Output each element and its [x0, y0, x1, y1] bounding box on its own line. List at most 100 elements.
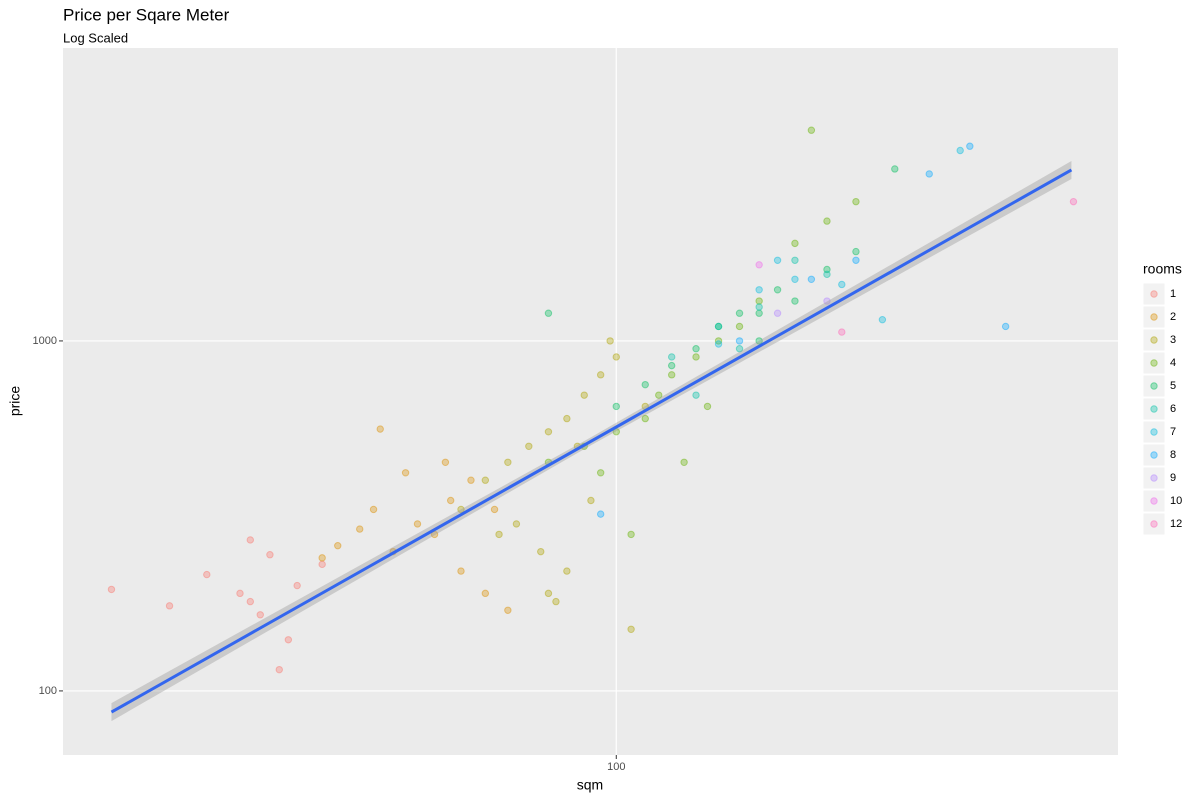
point: [596, 469, 605, 477]
point: [641, 414, 649, 423]
point: [878, 315, 887, 324]
point: [680, 458, 688, 466]
point: [580, 391, 588, 399]
point: [203, 570, 211, 579]
y-tick-label: 1000: [33, 335, 57, 347]
chart-subtitle: Log Scaled: [63, 30, 128, 45]
point: [356, 525, 364, 533]
point: [467, 476, 475, 484]
point: [284, 636, 293, 644]
point: [457, 505, 465, 514]
legend-swatch: [1150, 474, 1158, 482]
point: [667, 371, 676, 379]
legend-key: [1142, 397, 1166, 421]
point: [512, 520, 521, 528]
legend-label: 7: [1170, 426, 1176, 438]
legend-label: 3: [1170, 334, 1176, 346]
point: [641, 380, 649, 389]
point: [318, 554, 326, 562]
point: [773, 286, 782, 294]
legend-swatch: [1150, 451, 1158, 459]
point: [735, 322, 744, 331]
point: [441, 458, 450, 466]
point: [823, 265, 831, 274]
legend-label: 2: [1170, 311, 1176, 323]
legend-key: [1142, 420, 1166, 444]
point: [256, 611, 264, 619]
point: [504, 606, 512, 614]
point: [369, 505, 378, 514]
point: [401, 469, 410, 477]
point: [563, 414, 571, 423]
point: [807, 126, 816, 134]
point: [755, 309, 763, 317]
point: [525, 442, 533, 450]
legend-swatch: [1150, 520, 1158, 528]
point: [755, 286, 763, 294]
point: [807, 275, 816, 283]
point: [457, 567, 465, 575]
point: [587, 496, 595, 505]
legend-key: [1142, 282, 1166, 306]
point: [823, 217, 831, 225]
point: [692, 391, 700, 399]
point: [791, 239, 799, 248]
point: [318, 560, 326, 569]
point: [246, 536, 255, 544]
legend-swatch: [1150, 382, 1158, 390]
point: [246, 597, 255, 606]
legend-swatch: [1150, 313, 1158, 321]
point: [714, 337, 723, 345]
point: [852, 197, 860, 206]
y-axis-label: price: [7, 386, 23, 417]
point: [755, 297, 763, 305]
point: [495, 530, 503, 539]
point: [823, 297, 831, 305]
legend-title: rooms: [1143, 261, 1182, 277]
legend-swatch: [1150, 405, 1158, 413]
point: [552, 597, 560, 606]
legend-label: 4: [1170, 357, 1176, 369]
point: [925, 170, 933, 178]
point: [266, 551, 274, 559]
point: [544, 428, 553, 436]
point: [544, 309, 553, 317]
legend-label: 10: [1170, 495, 1182, 507]
legend-label: 6: [1170, 403, 1176, 415]
point: [544, 589, 553, 598]
legend-key: [1142, 443, 1166, 467]
point: [852, 256, 860, 264]
point: [667, 361, 676, 370]
point: [293, 581, 301, 590]
point: [735, 309, 744, 317]
legend-label: 9: [1170, 472, 1176, 484]
legend-swatch: [1150, 497, 1158, 505]
legend-swatch: [1150, 428, 1158, 436]
point: [735, 337, 744, 345]
point: [165, 602, 174, 610]
point: [596, 371, 605, 379]
legend-key: [1142, 305, 1166, 329]
legend-swatch: [1150, 290, 1158, 298]
point: [966, 142, 974, 150]
point: [791, 297, 799, 305]
legend-label: 5: [1170, 380, 1176, 392]
point: [823, 270, 831, 279]
point: [612, 402, 620, 411]
point: [107, 585, 116, 594]
legend-label: 8: [1170, 449, 1176, 461]
point: [791, 256, 799, 264]
legend-key: [1142, 512, 1166, 536]
legend-key: [1142, 374, 1166, 398]
plot-panel: [63, 48, 1118, 755]
point: [714, 322, 723, 331]
point: [891, 165, 899, 173]
point: [446, 496, 455, 505]
point: [596, 510, 605, 518]
point: [703, 402, 712, 411]
point: [275, 665, 283, 674]
point: [755, 337, 763, 345]
point: [1069, 197, 1078, 206]
